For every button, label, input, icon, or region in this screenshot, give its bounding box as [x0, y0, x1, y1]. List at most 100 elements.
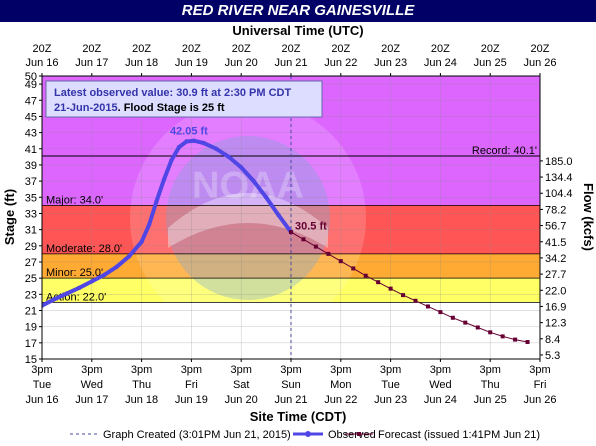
y-tick-label: 45 — [25, 111, 37, 123]
top-tick-label: 20Z — [33, 43, 52, 55]
y-tick-label: 47 — [25, 95, 37, 107]
observed-point — [52, 296, 57, 302]
top-tick-label: 20Z — [531, 43, 550, 55]
top-tick-date: Jun 17 — [75, 57, 108, 69]
forecast-point — [450, 315, 455, 320]
top-tick-date: Jun 26 — [523, 57, 556, 69]
bottom-tick-time: 3pm — [31, 364, 52, 376]
forecast-point — [326, 251, 331, 256]
chart-series — [42, 138, 530, 345]
y-tick-label: 21 — [25, 305, 37, 317]
forecast-point — [363, 273, 368, 278]
y-tick-label: 49 — [25, 79, 37, 91]
bottom-tick-date: Jun 23 — [374, 394, 407, 406]
observed-point — [191, 138, 197, 143]
forecast-point — [388, 286, 393, 291]
y-tick-label: 25 — [25, 273, 37, 285]
observed-point — [146, 222, 152, 227]
top-axis-label: Universal Time (UTC) — [232, 23, 363, 38]
top-tick-label: 20Z — [132, 43, 151, 55]
bottom-tick-time: 3pm — [81, 364, 102, 376]
flow-tick-label: 27.7 — [545, 269, 566, 281]
watermark-gull-shape — [168, 193, 328, 248]
y-tick-label: 17 — [25, 338, 37, 350]
flow-tick-label: 78.2 — [545, 204, 566, 216]
observed-point — [64, 291, 70, 296]
top-tick-label: 20Z — [331, 43, 350, 55]
forecast-point — [425, 304, 430, 309]
observed-point — [214, 146, 219, 151]
left-axis-label: Stage (ft) — [2, 189, 17, 245]
bottom-tick-time: 3pm — [280, 364, 301, 376]
flow-tick-label: 34.2 — [545, 253, 566, 265]
bottom-tick-day: Sun — [281, 379, 301, 391]
forecast-point — [488, 330, 493, 335]
bottom-tick-day: Mon — [330, 379, 351, 391]
forecast-point — [338, 259, 343, 264]
bottom-tick-day: Thu — [481, 379, 500, 391]
top-tick-date: Jun 23 — [374, 57, 407, 69]
watermark-seal-disc — [130, 100, 366, 336]
flood-label-minor: Minor: 25.0' — [46, 267, 103, 279]
bottom-tick-time: 3pm — [181, 364, 202, 376]
bottom-tick-day: Fri — [185, 379, 198, 391]
top-tick-label: 20Z — [82, 43, 101, 55]
forecast-line — [290, 231, 528, 343]
observed-point — [251, 178, 256, 184]
bottom-tick-day: Thu — [132, 379, 151, 391]
observed-point — [102, 272, 107, 278]
legend-observed-marker — [305, 431, 311, 437]
bottom-tick-time: 3pm — [430, 364, 451, 376]
latest-value-annotation: Latest observed value: 30.9 ft at 2:30 P… — [45, 80, 323, 118]
annotation-line2: 21-Jun-2015. Flood Stage is 25 ft — [54, 102, 225, 114]
observed-point — [114, 264, 119, 270]
observed-point — [201, 140, 207, 146]
annotation-box — [45, 80, 323, 118]
plot-grid — [42, 76, 540, 359]
record-label: Record: 40.1' — [472, 145, 537, 157]
y-tick-label: 41 — [25, 144, 37, 156]
bottom-tick-date: Jun 19 — [175, 394, 208, 406]
annotation-flood-stage: . Flood Stage is 25 ft — [118, 102, 225, 114]
annotation-line1: Latest observed value: 30.9 ft at 2:30 P… — [54, 87, 291, 99]
bottom-tick-day: Tue — [381, 379, 400, 391]
bottom-tick-day: Sat — [233, 379, 250, 391]
flood-category-labels: Action: 22.0'Minor: 25.0'Moderate: 28.0'… — [46, 125, 537, 303]
watermark-seal-inner — [166, 136, 330, 300]
bottom-tick-time: 3pm — [479, 364, 500, 376]
bottom-tick-time: 3pm — [131, 364, 152, 376]
bottom-tick-date: Jun 17 — [75, 394, 108, 406]
bottom-tick-date: Jun 21 — [274, 394, 307, 406]
observed-point — [154, 199, 159, 204]
top-tick-label: 20Z — [232, 43, 251, 55]
bottom-tick-date: Jun 24 — [424, 394, 457, 406]
bottom-tick-time: 3pm — [230, 364, 251, 376]
top-tick-date: Jun 22 — [324, 57, 357, 69]
latest-label: 30.5 ft — [295, 221, 327, 233]
forecast-point — [513, 337, 518, 342]
observed-point — [77, 285, 82, 291]
top-tick-label: 20Z — [182, 43, 201, 55]
y-tick-label: 50 — [25, 71, 37, 83]
bottom-axis-label: Site Time (CDT) — [250, 409, 347, 424]
y-tick-label: 39 — [25, 160, 37, 172]
y-tick-label: 29 — [25, 241, 37, 253]
forecast-point — [401, 293, 406, 298]
forecast-point — [351, 266, 356, 271]
bottom-tick-day: Wed — [429, 379, 451, 391]
flow-tick-label: 134.4 — [545, 172, 573, 184]
legend-created-label: Graph Created (3:01PM Jun 21, 2015) — [103, 429, 291, 441]
bottom-tick-day: Wed — [81, 379, 103, 391]
observed-point — [42, 303, 45, 308]
bottom-tick-date: Jun 16 — [25, 394, 58, 406]
flow-tick-label: 41.5 — [545, 237, 566, 249]
y-tick-label: 19 — [25, 322, 37, 334]
observed-point — [169, 157, 174, 163]
forecast-point — [301, 237, 306, 242]
observed-point — [184, 139, 189, 144]
observed-point — [89, 279, 95, 284]
chart-title: RED RIVER NEAR GAINESVILLE — [0, 0, 596, 22]
y-tick-label: 33 — [25, 208, 37, 220]
